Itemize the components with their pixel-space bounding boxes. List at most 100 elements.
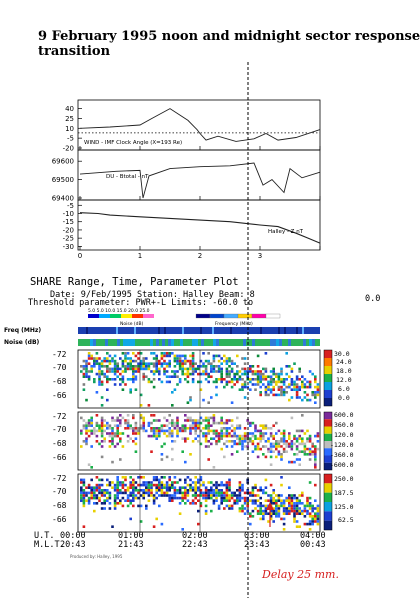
colorbar-label: 600.0 (334, 411, 354, 419)
echo-cell (173, 421, 177, 425)
frequency-strip-cell (296, 327, 298, 334)
echo-cell (119, 357, 122, 360)
echo-cell (82, 383, 86, 386)
echo-cell (191, 502, 195, 505)
echo-cell (220, 434, 223, 438)
echo-cell (134, 370, 138, 373)
echo-cell (87, 357, 91, 360)
echo-cell (212, 365, 216, 368)
echo-cell (80, 365, 83, 368)
echo-cell (241, 486, 244, 489)
echo-cell (241, 378, 244, 381)
echo-cell (145, 486, 148, 489)
echo-cell (134, 367, 138, 371)
echo-cell (152, 499, 156, 502)
echo-cell (262, 424, 265, 427)
echo-cell (264, 486, 268, 489)
echo-cell (82, 365, 86, 368)
echo-cell (106, 496, 109, 500)
echo-cell (129, 427, 132, 430)
echo-cell (243, 385, 247, 389)
echo-cell (171, 481, 174, 484)
range-y-axis-3: -72 -70 -68 -66 (52, 474, 67, 524)
echo-cell (282, 383, 286, 386)
echo-cell (277, 494, 281, 497)
echo-cell (90, 494, 93, 497)
echo-cell (259, 517, 262, 521)
echo-cell (147, 489, 151, 492)
echo-cell (139, 359, 143, 363)
echo-cell (90, 429, 93, 433)
echo-cell (152, 429, 156, 433)
echo-cell (113, 359, 117, 363)
echo-cell (100, 429, 104, 433)
range-y-tick: -70 (52, 487, 67, 496)
echo-cell (116, 362, 119, 365)
echo-cell (100, 434, 104, 438)
echo-cell (220, 489, 223, 492)
noise-scale-swatch (99, 314, 110, 318)
echo-cell (243, 437, 247, 440)
echo-cell (113, 383, 117, 386)
echo-cell (212, 491, 216, 495)
echo-cell (103, 429, 106, 433)
echo-cell (139, 427, 143, 430)
echo-cell (288, 383, 291, 386)
echo-cell (134, 429, 138, 433)
echo-cell (241, 509, 244, 513)
echo-cell (295, 499, 299, 502)
echo-cell (282, 429, 286, 433)
range-y-axis-2: -72 -70 -68 -66 (52, 412, 67, 462)
echo-cell (186, 483, 190, 487)
echo-cell (155, 476, 158, 479)
echo-cell (194, 429, 197, 433)
echo-cell (207, 401, 210, 404)
echo-cell (100, 507, 104, 510)
echo-cell (241, 385, 244, 389)
echo-cell (207, 416, 210, 420)
echo-cell (173, 357, 177, 360)
echo-cell (168, 354, 171, 358)
echo-cell (126, 367, 130, 371)
echo-cell (251, 486, 255, 489)
echo-cell (124, 478, 127, 482)
echo-cell (202, 483, 205, 487)
echo-cell (178, 491, 182, 495)
echo-cell (137, 427, 140, 430)
echo-cell (160, 453, 164, 456)
echo-cell (113, 434, 117, 438)
echo-cell (129, 359, 132, 363)
echo-cell (132, 421, 135, 425)
echo-cell (303, 391, 307, 394)
echo-cell (155, 517, 158, 521)
echo-cell (80, 494, 83, 497)
figure-title-line1: 9 February 1995 noon and midnight sector… (38, 29, 420, 44)
echo-cell (236, 372, 239, 376)
echo-cell (293, 515, 296, 518)
echo-cell (116, 481, 119, 484)
echo-cell (178, 380, 182, 384)
echo-cell (137, 365, 140, 368)
echo-cell (316, 507, 320, 510)
echo-cell (316, 393, 320, 397)
echo-cell (158, 494, 161, 497)
echo-cell (215, 442, 218, 446)
echo-cell (269, 517, 273, 521)
echo-cell (139, 520, 143, 523)
echo-cell (85, 434, 88, 438)
echo-cell (186, 419, 190, 422)
colorbar-step (324, 462, 332, 470)
echo-cell (108, 502, 112, 505)
echo-cell (116, 476, 119, 479)
echo-cell (290, 499, 294, 502)
echo-cell (233, 494, 236, 497)
echo-cell (137, 466, 140, 469)
echo-cell (298, 458, 301, 461)
echo-cell (95, 362, 99, 365)
echo-cell (301, 450, 304, 453)
echo-cell (197, 429, 200, 433)
echo-cell (181, 486, 184, 489)
echo-cell (308, 437, 312, 440)
echo-cell (293, 453, 296, 456)
